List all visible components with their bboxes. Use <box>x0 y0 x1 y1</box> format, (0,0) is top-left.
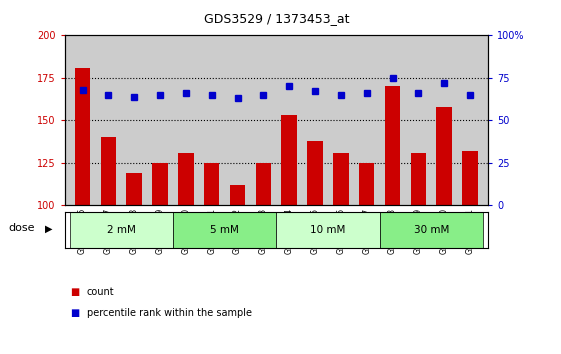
Bar <box>333 153 348 205</box>
Bar <box>282 115 297 205</box>
Bar <box>75 68 90 205</box>
Text: 30 mM: 30 mM <box>413 225 449 235</box>
Bar <box>276 212 380 248</box>
Text: 10 mM: 10 mM <box>310 225 346 235</box>
Text: ▶: ▶ <box>45 223 52 233</box>
Text: count: count <box>87 287 114 297</box>
Bar <box>178 153 194 205</box>
Text: percentile rank within the sample: percentile rank within the sample <box>87 308 252 318</box>
Text: 5 mM: 5 mM <box>210 225 239 235</box>
Bar <box>126 173 142 205</box>
Text: dose: dose <box>8 223 35 233</box>
Bar <box>307 141 323 205</box>
Bar <box>411 153 426 205</box>
Bar <box>100 137 116 205</box>
Bar <box>173 212 276 248</box>
Text: ■: ■ <box>70 287 79 297</box>
Bar <box>385 86 400 205</box>
Bar <box>256 163 271 205</box>
Bar <box>153 163 168 205</box>
Bar <box>204 163 219 205</box>
Bar <box>462 151 478 205</box>
Bar <box>70 212 173 248</box>
Text: ■: ■ <box>70 308 79 318</box>
Bar <box>230 185 245 205</box>
Bar <box>380 212 483 248</box>
Text: 2 mM: 2 mM <box>107 225 136 235</box>
Bar <box>436 107 452 205</box>
Bar <box>359 163 374 205</box>
Text: GDS3529 / 1373453_at: GDS3529 / 1373453_at <box>204 12 349 25</box>
